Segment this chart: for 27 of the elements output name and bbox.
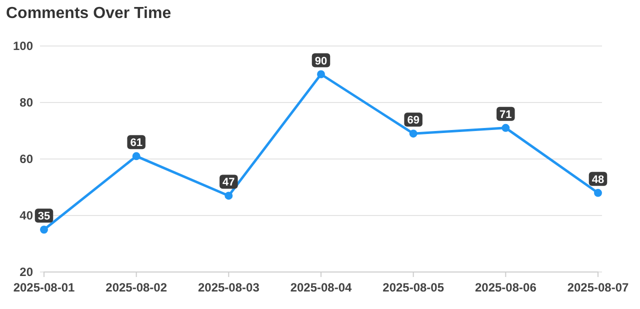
point <box>502 124 510 132</box>
point <box>409 130 418 138</box>
point <box>317 70 325 78</box>
x-tick-label: 2025-08-01 <box>13 280 76 295</box>
data-label: 47 <box>222 176 235 189</box>
data-label: 71 <box>500 108 512 121</box>
point <box>224 192 233 200</box>
chart-title: Comments Over Time <box>6 5 172 22</box>
data-label: 69 <box>407 114 420 127</box>
x-tick-label: 2025-08-04 <box>290 280 352 295</box>
x-tick-label: 2025-08-02 <box>106 280 168 295</box>
y-tick-label: 60 <box>20 152 34 166</box>
data-label: 61 <box>130 137 142 150</box>
y-tick-label: 20 <box>20 264 34 279</box>
data-label: 48 <box>592 174 604 186</box>
point <box>594 188 602 197</box>
point <box>132 152 140 160</box>
x-tick-label: 2025-08-05 <box>382 280 444 295</box>
data-label: 35 <box>38 210 50 223</box>
y-tick-label: 40 <box>20 208 34 222</box>
data-label: 90 <box>314 55 328 68</box>
x-tick-label: 2025-08-06 <box>474 280 537 295</box>
y-tick-label: 100 <box>12 38 34 53</box>
x-tick-label: 2025-08-07 <box>567 280 630 295</box>
point <box>40 226 48 234</box>
y-tick-label: 80 <box>20 95 34 110</box>
x-tick-label: 2025-08-03 <box>198 280 260 295</box>
